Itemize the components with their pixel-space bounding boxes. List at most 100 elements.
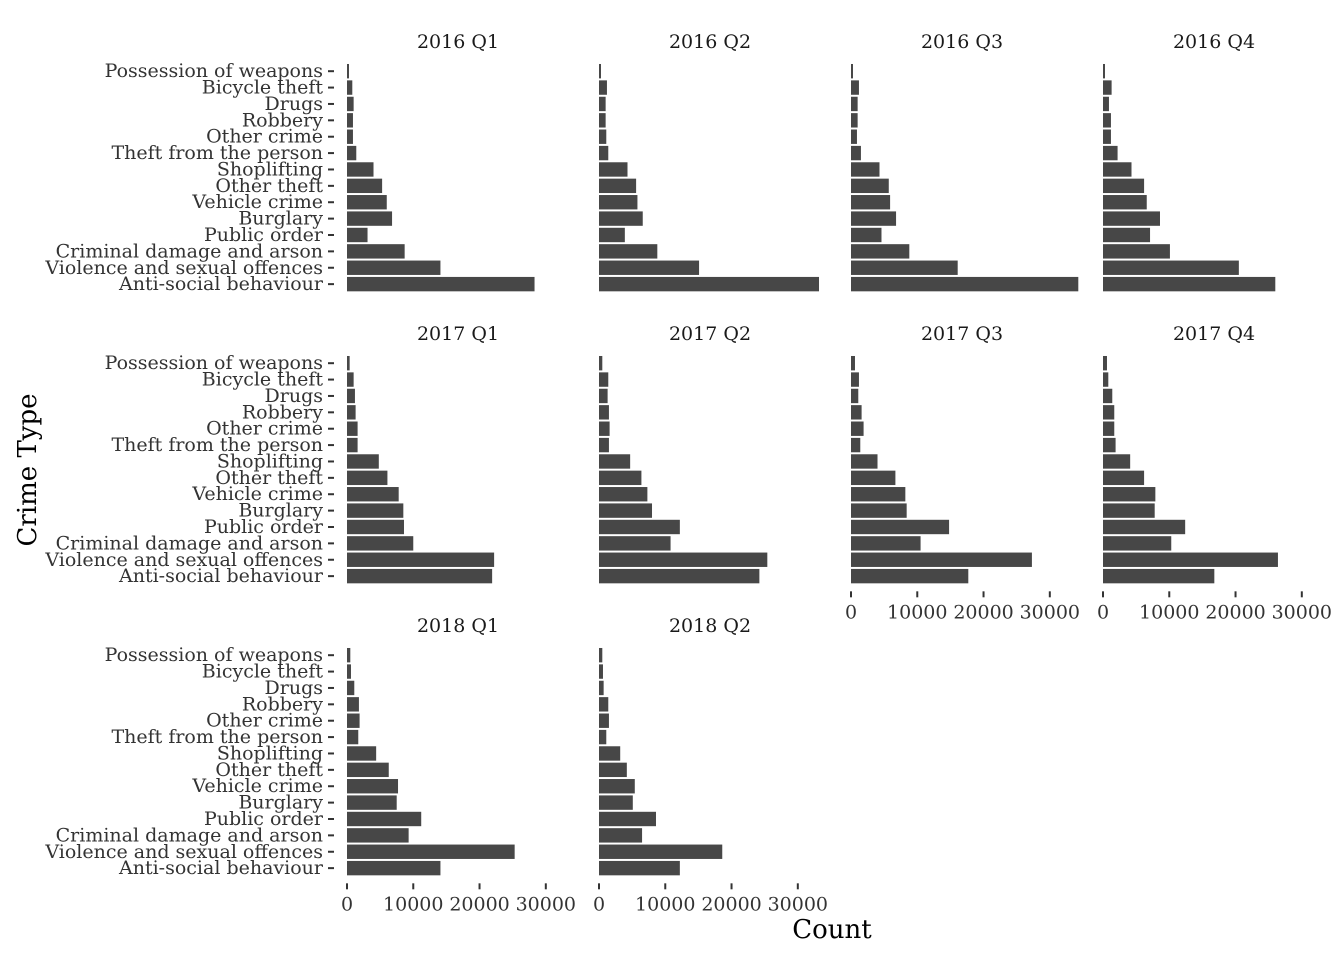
y-tick-label: Other crime [206,710,323,732]
y-tick-label: Possession of weapons [105,644,323,666]
bar [347,145,357,161]
bar [599,552,768,567]
bar [599,96,606,112]
bar [599,162,628,177]
y-tick-label: Criminal damage and arson [56,532,323,554]
x-tick-label: 0 [845,601,857,623]
bar [347,129,353,144]
bar [851,568,969,584]
y-tick-label: Drugs [265,93,323,115]
bar [1103,454,1131,469]
panel-title: 2017 Q3 [921,323,1003,345]
bar [347,454,379,469]
x-tick-label: 20000 [449,893,509,915]
bar [851,405,862,420]
bar [347,844,515,859]
x-tick-label: 0 [1097,601,1109,623]
bar [347,244,405,259]
bar [347,828,409,843]
bar [599,276,820,292]
bar [347,470,388,486]
bar [347,260,441,275]
bar [599,762,627,778]
x-tick-label: 30000 [1272,601,1332,623]
bar [347,762,389,778]
bar [347,355,350,371]
bar [851,211,897,226]
bar [347,503,404,518]
bar [347,96,354,112]
bar [347,195,387,210]
bar [851,454,878,469]
bar [599,844,723,859]
panel-title: 2018 Q1 [417,615,499,637]
bar [1103,421,1115,436]
y-tick-label: Public order [204,516,324,538]
bar [599,227,625,243]
y-tick-label: Bicycle theft [202,77,324,99]
y-tick-label: Drugs [265,385,323,407]
x-tick-label: 20000 [701,893,761,915]
bar [1103,129,1111,144]
bar [599,746,621,761]
bar [599,63,601,79]
bar [347,680,355,696]
bar [851,162,880,177]
panel-title: 2017 Q2 [669,323,751,345]
y-tick-label: Other theft [215,175,323,197]
bar [599,195,638,210]
bar [1103,227,1151,243]
bar [347,779,399,794]
bar [851,437,861,453]
bar [851,388,859,404]
bar [1103,244,1170,259]
panel-title: 2016 Q2 [669,31,751,53]
bar [347,421,358,436]
bar [599,211,643,226]
bar [1103,113,1111,128]
y-tick-label: Violence and sexual offences [44,841,323,863]
bar [347,795,397,810]
x-tick-label: 30000 [1020,601,1080,623]
bar [347,697,359,712]
x-tick-label: 20000 [953,601,1013,623]
bar [851,145,861,161]
bar [347,227,368,243]
bar [347,536,414,551]
y-tick-label: Violence and sexual offences [44,257,323,279]
bar [599,113,606,128]
bar [851,244,910,259]
bar [347,437,358,453]
bar [1103,405,1115,420]
y-tick-label: Possession of weapons [105,352,323,374]
bar [599,260,700,275]
bar [599,355,603,371]
y-tick-label: Robbery [242,109,323,131]
bar [599,503,653,518]
x-tick-label: 10000 [1139,601,1199,623]
bar [599,421,610,436]
x-axis-title: Count [792,915,872,945]
bar [347,811,422,827]
bar [347,405,356,420]
bar [347,713,360,728]
bar [1103,536,1172,551]
bar [599,811,656,827]
bar [347,729,359,745]
x-tick-label: 10000 [383,893,443,915]
bar [347,664,351,679]
bar [851,421,864,436]
x-tick-label: 10000 [887,601,947,623]
bar [1103,276,1276,292]
bar [851,227,882,243]
bar [599,729,607,745]
x-tick-label: 30000 [768,893,828,915]
bar [599,664,603,679]
bar [599,828,643,843]
bar [1103,487,1156,502]
bar [599,568,760,584]
bar [347,487,399,502]
bar [851,536,921,551]
panel-title: 2018 Q2 [669,615,751,637]
